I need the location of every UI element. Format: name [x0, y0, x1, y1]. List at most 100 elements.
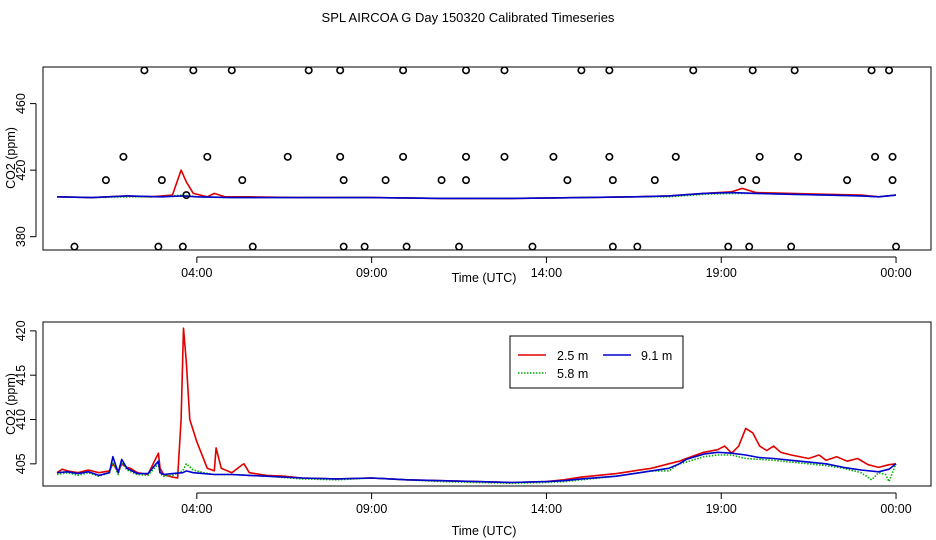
bottom-y-tick-label: 415 [14, 365, 28, 386]
calibration-point [182, 191, 191, 200]
legend-label-9-1m: 9.1 m [641, 349, 672, 363]
calibration-point [336, 152, 345, 161]
top-calibration-points [70, 66, 901, 251]
top-y-tick-label: 420 [14, 160, 28, 181]
top-y-axis: 380 420 460 [14, 93, 37, 247]
calibration-point [577, 66, 586, 75]
top-y-tick-label: 460 [14, 93, 28, 114]
calibration-point [745, 242, 754, 251]
calibration-point [178, 242, 187, 251]
legend-label-2-5m: 2.5 m [557, 349, 588, 363]
bottom-y-tick-label: 420 [14, 320, 28, 341]
bottom-x-axis: 04:00 09:00 14:00 19:00 00:00 [181, 492, 912, 516]
calibration-point [563, 176, 572, 185]
calibration-point [339, 242, 348, 251]
top-series-group [56, 169, 897, 200]
calibration-point [339, 176, 348, 185]
bottom-x-tick-label: 19:00 [706, 502, 737, 516]
top-x-tick-label: 04:00 [181, 266, 212, 280]
calibration-point [203, 152, 212, 161]
calibration-point [119, 152, 128, 161]
calibration-point [238, 176, 247, 185]
bottom-series-group [56, 327, 897, 485]
calibration-point [248, 242, 257, 251]
top-x-tick-label: 09:00 [356, 266, 387, 280]
calibration-point [885, 66, 894, 75]
bottom-x-tick-label: 04:00 [181, 502, 212, 516]
calibration-point [605, 152, 614, 161]
calibration-point [189, 66, 198, 75]
top-x-axis: 04:00 09:00 14:00 19:00 00:00 [181, 256, 912, 280]
calibration-point [283, 152, 292, 161]
calibration-point [455, 242, 464, 251]
calibration-point [608, 176, 617, 185]
calibration-point [360, 242, 369, 251]
calibration-point [888, 176, 897, 185]
calibration-point [787, 242, 796, 251]
calibration-point [140, 66, 149, 75]
top-plot-frame [42, 66, 932, 251]
top-panel: 380 420 460 04:00 09:00 14:00 19:00 00:00 Time… [4, 66, 932, 285]
calibration-point [500, 66, 509, 75]
top-series-9-1-m [56, 191, 897, 200]
calibration-point [336, 66, 345, 75]
calibration-point [304, 66, 313, 75]
calibration-point [738, 176, 747, 185]
calibration-point [790, 66, 799, 75]
calibration-point [871, 152, 880, 161]
bottom-x-tick-label: 09:00 [356, 502, 387, 516]
calibration-point [549, 152, 558, 161]
top-y-axis-label: CO2 (ppm) [4, 127, 18, 189]
bottom-series-5-8-m [56, 454, 897, 485]
calibration-point [500, 152, 509, 161]
bottom-plot-frame [42, 321, 932, 487]
top-x-axis-label: Time (UTC) [452, 271, 517, 285]
calibration-point [227, 66, 236, 75]
calibration-point [752, 176, 761, 185]
calibration-point [608, 242, 617, 251]
calibration-point [689, 66, 698, 75]
legend-label-5-8m: 5.8 m [557, 367, 588, 381]
top-y-tick-label: 380 [14, 226, 28, 247]
calibration-point [843, 176, 852, 185]
calibration-point [462, 66, 471, 75]
calibration-point [70, 242, 79, 251]
bottom-series-9-1-m [56, 451, 897, 484]
bottom-panel: 405 410 415 420 04:00 09:00 14:00 19:00 00:00 T… [4, 320, 932, 538]
calibration-point [724, 242, 733, 251]
calibration-point [399, 152, 408, 161]
calibration-point [755, 152, 764, 161]
calibration-point [888, 152, 897, 161]
bottom-y-tick-label: 405 [14, 453, 28, 474]
calibration-point [605, 66, 614, 75]
calibration-point [101, 176, 110, 185]
bottom-y-axis-label: CO2 (ppm) [4, 373, 18, 435]
chart-title: SPL AIRCOA G Day 150320 Calibrated Times… [322, 10, 615, 25]
bottom-x-tick-label: 14:00 [531, 502, 562, 516]
calibration-point [633, 242, 642, 251]
calibration-point [892, 242, 901, 251]
calibration-point [794, 152, 803, 161]
calibration-point [748, 66, 757, 75]
bottom-series-2-5-m [56, 327, 897, 484]
bottom-x-axis-label: Time (UTC) [452, 524, 517, 538]
top-x-tick-label: 19:00 [706, 266, 737, 280]
calibration-point [381, 176, 390, 185]
calibration-point [650, 176, 659, 185]
calibration-point [867, 66, 876, 75]
calibration-point [462, 176, 471, 185]
calibration-point [399, 66, 408, 75]
bottom-y-axis: 405 410 415 420 [14, 320, 37, 474]
legend-box [509, 335, 684, 389]
calibration-point [437, 176, 446, 185]
top-x-tick-label: 00:00 [880, 266, 911, 280]
calibration-point [462, 152, 471, 161]
calibration-point [154, 242, 163, 251]
bottom-x-tick-label: 00:00 [880, 502, 911, 516]
top-x-tick-label: 14:00 [531, 266, 562, 280]
calibration-point [402, 242, 411, 251]
calibration-point [528, 242, 537, 251]
calibration-point [671, 152, 680, 161]
bottom-y-tick-label: 410 [14, 409, 28, 430]
